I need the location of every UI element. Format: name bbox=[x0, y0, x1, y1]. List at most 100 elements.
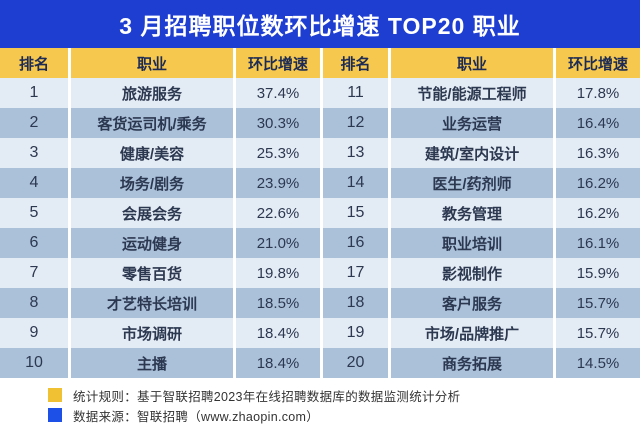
table-row: 20 商务拓展 14.5% bbox=[320, 348, 640, 378]
table-row: 7 零售百货 19.8% bbox=[0, 258, 320, 288]
table-row: 16 职业培训 16.1% bbox=[320, 228, 640, 258]
rank-cell: 5 bbox=[29, 204, 39, 221]
table-row: 9 市场调研 18.4% bbox=[0, 318, 320, 348]
rank-cell: 1 bbox=[29, 84, 39, 101]
growth-cell: 25.3% bbox=[233, 138, 320, 168]
legend-item: 数据来源：智联招聘（www.zhaopin.com） bbox=[48, 405, 640, 425]
rank-cell: 19 bbox=[320, 318, 388, 348]
growth-cell: 18.4% bbox=[233, 348, 320, 378]
column-header-rank: 排名 bbox=[320, 48, 388, 78]
growth-cell: 16.2% bbox=[553, 198, 640, 228]
table-body-left: 1 旅游服务 37.4% 2 客货运司机/乘务 30.3% 3 健康/美容 25.3% 4 场务/剧… bbox=[0, 78, 320, 378]
growth-cell: 22.6% bbox=[233, 198, 320, 228]
growth-cell: 23.9% bbox=[233, 168, 320, 198]
occupation-cell: 场务/剧务 bbox=[68, 168, 233, 198]
column-header-growth: 环比增速 bbox=[553, 48, 640, 78]
table-header-row: 排名 职业 环比增速 bbox=[320, 48, 640, 78]
table-row: 17 影视制作 15.9% bbox=[320, 258, 640, 288]
rank-cell: 18 bbox=[320, 288, 388, 318]
rank-cell: 17 bbox=[320, 258, 388, 288]
table-row: 3 健康/美容 25.3% bbox=[0, 138, 320, 168]
rank-cell: 9 bbox=[29, 324, 39, 341]
rank-cell: 10 bbox=[25, 354, 43, 371]
footer-legend: 统计规则：基于智联招聘2023年在线招聘数据库的数据监测统计分析 数据来源：智联招… bbox=[0, 378, 640, 427]
growth-cell: 14.5% bbox=[553, 348, 640, 378]
occupation-cell: 医生/药剂师 bbox=[388, 168, 553, 198]
legend-text: 数据来源：智联招聘（www.zhaopin.com） bbox=[73, 409, 320, 424]
growth-cell: 16.2% bbox=[553, 168, 640, 198]
occupation-cell: 职业培训 bbox=[388, 228, 553, 258]
table-row: 8 才艺特长培训 18.5% bbox=[0, 288, 320, 318]
occupation-cell: 教务管理 bbox=[388, 198, 553, 228]
rank-cell: 6 bbox=[29, 234, 39, 251]
table-row: 10 主播 18.4% bbox=[0, 348, 320, 378]
table-row: 13 建筑/室内设计 16.3% bbox=[320, 138, 640, 168]
occupation-cell: 健康/美容 bbox=[68, 138, 233, 168]
column-header-growth: 环比增速 bbox=[233, 48, 320, 78]
occupation-cell: 运动健身 bbox=[68, 228, 233, 258]
occupation-cell: 客货运司机/乘务 bbox=[68, 108, 233, 138]
rank-cell: 14 bbox=[320, 168, 388, 198]
occupation-cell: 节能/能源工程师 bbox=[388, 78, 553, 108]
table-row: 14 医生/药剂师 16.2% bbox=[320, 168, 640, 198]
rank-cell: 4 bbox=[29, 174, 39, 191]
growth-cell: 18.5% bbox=[233, 288, 320, 318]
table-header-row: 排名 职业 环比增速 bbox=[0, 48, 320, 78]
growth-cell: 17.8% bbox=[553, 78, 640, 108]
rank-cell: 11 bbox=[320, 78, 388, 108]
column-header-occupation: 职业 bbox=[68, 48, 233, 78]
rank-cell: 20 bbox=[320, 348, 388, 378]
occupation-cell: 商务拓展 bbox=[388, 348, 553, 378]
table-row: 18 客户服务 15.7% bbox=[320, 288, 640, 318]
rank-cell: 15 bbox=[320, 198, 388, 228]
occupation-cell: 会展会务 bbox=[68, 198, 233, 228]
table-row: 4 场务/剧务 23.9% bbox=[0, 168, 320, 198]
table-right-ranks-11-20: 排名 职业 环比增速 11 节能/能源工程师 17.8% 12 业务运营 16.4% 13 建… bbox=[320, 48, 640, 378]
occupation-cell: 客户服务 bbox=[388, 288, 553, 318]
occupation-cell: 主播 bbox=[68, 348, 233, 378]
rank-cell: 13 bbox=[320, 138, 388, 168]
table-row: 1 旅游服务 37.4% bbox=[0, 78, 320, 108]
rank-cell: 7 bbox=[29, 264, 39, 281]
table-row: 11 节能/能源工程师 17.8% bbox=[320, 78, 640, 108]
legend-swatch-icon bbox=[48, 408, 62, 422]
legend-text: 统计规则：基于智联招聘2023年在线招聘数据库的数据监测统计分析 bbox=[73, 389, 461, 404]
growth-cell: 30.3% bbox=[233, 108, 320, 138]
occupation-cell: 影视制作 bbox=[388, 258, 553, 288]
rank-cell: 2 bbox=[29, 114, 39, 131]
occupation-cell: 市场调研 bbox=[68, 318, 233, 348]
ranking-tables: 排名 职业 环比增速 1 旅游服务 37.4% 2 客货运司机/乘务 30.3% 3 健康/美… bbox=[0, 48, 640, 378]
table-row: 12 业务运营 16.4% bbox=[320, 108, 640, 138]
table-left-ranks-1-10: 排名 职业 环比增速 1 旅游服务 37.4% 2 客货运司机/乘务 30.3% 3 健康/美… bbox=[0, 48, 320, 378]
growth-cell: 16.4% bbox=[553, 108, 640, 138]
growth-cell: 15.9% bbox=[553, 258, 640, 288]
rank-cell: 16 bbox=[320, 228, 388, 258]
table-row: 15 教务管理 16.2% bbox=[320, 198, 640, 228]
rank-cell: 12 bbox=[320, 108, 388, 138]
occupation-cell: 市场/品牌推广 bbox=[388, 318, 553, 348]
legend-swatch-icon bbox=[48, 388, 62, 402]
growth-cell: 15.7% bbox=[553, 288, 640, 318]
rank-cell: 8 bbox=[29, 294, 39, 311]
legend-item: 统计规则：基于智联招聘2023年在线招聘数据库的数据监测统计分析 bbox=[48, 385, 640, 405]
table-body-right: 11 节能/能源工程师 17.8% 12 业务运营 16.4% 13 建筑/室内设计 16.3%… bbox=[320, 78, 640, 378]
growth-cell: 21.0% bbox=[233, 228, 320, 258]
occupation-cell: 业务运营 bbox=[388, 108, 553, 138]
growth-cell: 16.1% bbox=[553, 228, 640, 258]
table-row: 2 客货运司机/乘务 30.3% bbox=[0, 108, 320, 138]
column-header-rank: 排名 bbox=[18, 55, 49, 73]
occupation-cell: 才艺特长培训 bbox=[68, 288, 233, 318]
occupation-cell: 旅游服务 bbox=[68, 78, 233, 108]
rank-cell: 3 bbox=[29, 144, 39, 161]
table-row: 6 运动健身 21.0% bbox=[0, 228, 320, 258]
growth-cell: 15.7% bbox=[553, 318, 640, 348]
table-row: 5 会展会务 22.6% bbox=[0, 198, 320, 228]
column-header-occupation: 职业 bbox=[388, 48, 553, 78]
growth-cell: 19.8% bbox=[233, 258, 320, 288]
page-title: 3 月招聘职位数环比增速 TOP20 职业 bbox=[0, 0, 640, 48]
table-row: 19 市场/品牌推广 15.7% bbox=[320, 318, 640, 348]
growth-cell: 16.3% bbox=[553, 138, 640, 168]
occupation-cell: 建筑/室内设计 bbox=[388, 138, 553, 168]
occupation-cell: 零售百货 bbox=[68, 258, 233, 288]
